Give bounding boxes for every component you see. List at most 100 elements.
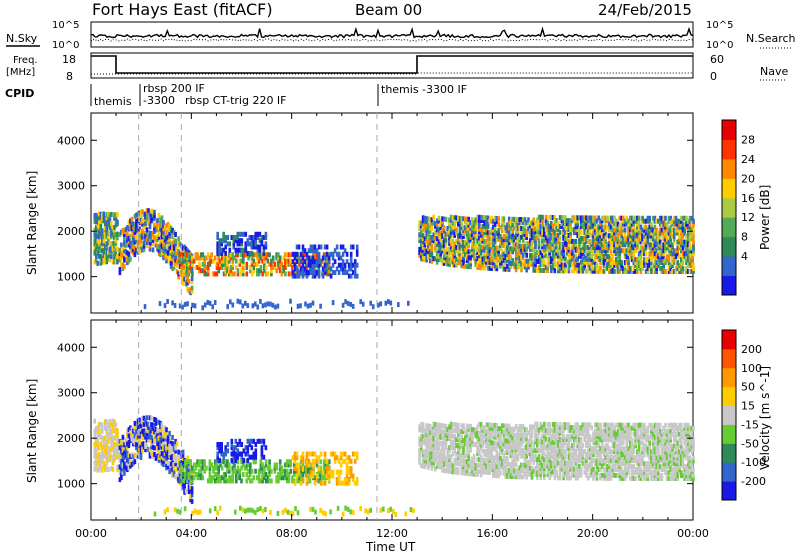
data-cell	[495, 452, 499, 458]
data-cell	[439, 233, 442, 239]
data-cell	[280, 468, 284, 474]
data-cell	[130, 462, 134, 467]
data-cell	[435, 463, 439, 469]
data-cell	[434, 439, 437, 445]
data-cell	[127, 458, 131, 464]
data-cell	[113, 240, 116, 246]
data-cell	[653, 227, 657, 233]
data-cell	[537, 256, 541, 261]
data-cell	[483, 218, 486, 224]
data-cell	[502, 452, 506, 458]
data-cell	[448, 436, 451, 442]
data-cell	[472, 246, 476, 252]
data-cell	[159, 242, 162, 248]
data-cell	[102, 241, 106, 247]
data-cell	[567, 224, 571, 230]
data-cell	[513, 234, 516, 240]
data-cell	[287, 261, 291, 267]
data-cell	[579, 253, 583, 259]
data-cell	[460, 242, 464, 248]
data-cell	[676, 221, 679, 227]
data-cell	[296, 478, 299, 484]
data-cell	[156, 447, 159, 453]
data-cell	[636, 221, 639, 227]
data-cell	[329, 251, 333, 257]
data-cell	[135, 219, 138, 224]
data-cell	[632, 224, 636, 230]
data-cell	[191, 465, 194, 471]
data-cell	[162, 232, 165, 238]
data-cell	[497, 236, 500, 242]
data-cell	[423, 242, 427, 248]
data-cell	[159, 440, 162, 446]
data-cell	[486, 224, 490, 230]
data-cell	[312, 252, 315, 258]
data-cell	[132, 435, 135, 440]
data-cell	[471, 217, 474, 223]
data-cell	[157, 454, 161, 460]
nave-label: Nave	[760, 65, 788, 78]
data-cell	[264, 271, 268, 277]
data-cell	[217, 472, 220, 477]
data-cell	[615, 251, 618, 257]
data-cell	[616, 227, 620, 233]
data-cell	[150, 231, 153, 236]
data-cell	[472, 238, 476, 243]
data-cell	[210, 478, 213, 484]
data-cell	[213, 255, 217, 261]
data-cell	[95, 241, 98, 247]
data-cell	[171, 247, 174, 252]
data-cell	[299, 475, 303, 481]
data-cell	[632, 242, 636, 248]
data-cell	[490, 265, 493, 271]
data-cell	[499, 446, 502, 452]
data-cell	[171, 243, 174, 249]
data-cell	[562, 256, 565, 262]
data-cell	[550, 232, 553, 238]
data-cell	[181, 452, 185, 458]
data-cell	[529, 220, 532, 226]
data-cell	[687, 254, 690, 260]
data-cell	[448, 456, 451, 462]
data-cell	[527, 241, 530, 246]
data-cell	[458, 248, 462, 254]
data-cell	[93, 447, 97, 453]
data-cell	[96, 243, 100, 249]
data-cell	[292, 472, 296, 477]
data-cell	[435, 425, 439, 431]
data-cell	[309, 248, 313, 254]
data-cell	[305, 465, 308, 471]
data-cell	[593, 259, 597, 265]
data-cell	[264, 265, 268, 270]
data-cell	[620, 224, 623, 230]
data-cell	[506, 444, 509, 450]
data-cell	[434, 223, 437, 229]
data-cell	[430, 223, 434, 229]
data-cell	[175, 466, 179, 472]
data-cell	[627, 239, 630, 245]
data-cell	[442, 450, 446, 456]
data-cell	[518, 223, 521, 228]
data-cell	[625, 239, 629, 245]
data-cell	[328, 459, 331, 465]
data-cell	[478, 238, 481, 244]
data-cell	[303, 468, 307, 474]
data-cell	[476, 448, 479, 454]
data-cell	[664, 239, 667, 245]
data-cell	[177, 258, 180, 264]
data-cell	[261, 468, 264, 474]
data-cell	[665, 236, 669, 242]
data-cell	[102, 248, 106, 254]
data-cell	[476, 424, 479, 430]
data-cell	[483, 256, 486, 262]
data-cell	[184, 252, 187, 258]
data-cell	[305, 265, 308, 270]
data-cell	[232, 451, 236, 457]
data-cell	[550, 235, 553, 241]
data-cell	[680, 266, 683, 272]
data-cell	[291, 273, 295, 279]
data-cell	[175, 269, 179, 275]
data-cell	[474, 235, 478, 241]
data-cell	[199, 255, 203, 261]
data-cell	[648, 215, 651, 221]
